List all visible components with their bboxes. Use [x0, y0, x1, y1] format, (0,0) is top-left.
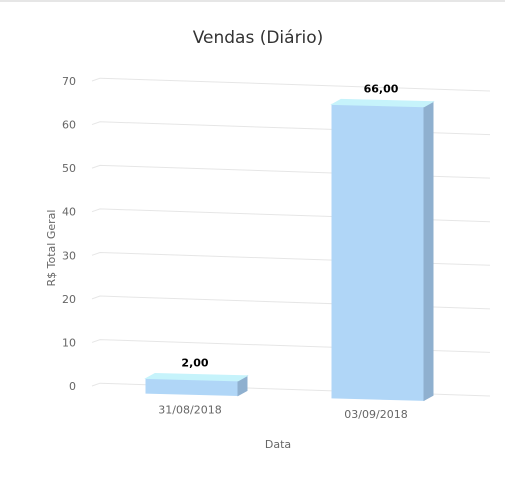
data-label: 66,00 — [364, 82, 399, 95]
y-tick-label: 10 — [62, 336, 76, 349]
y-tick-label: 20 — [62, 293, 76, 306]
x-tick-label: 03/09/2018 — [344, 408, 407, 421]
bar-front-face — [331, 103, 425, 401]
y-tick-label: 40 — [62, 206, 76, 219]
data-labels: 2,00 66,00 — [181, 82, 398, 369]
data-label: 2,00 — [181, 356, 208, 369]
y-tick-label: 30 — [62, 249, 76, 262]
bar-top-face — [330, 98, 435, 108]
y-tick-label: 60 — [62, 119, 76, 132]
bars — [144, 98, 435, 402]
y-axis-ticks: 0 10 20 30 40 50 60 70 — [62, 75, 76, 393]
y-axis-title: R$ Total Geral — [45, 210, 58, 287]
bar-side-face — [423, 100, 434, 402]
bar-front-face — [145, 377, 239, 397]
chart-title: Vendas (Diário) — [193, 28, 324, 48]
x-tick-label: 31/08/2018 — [158, 403, 221, 416]
bar[interactable] — [144, 372, 249, 397]
y-tick-label: 0 — [69, 380, 76, 393]
bar-top-face — [144, 372, 249, 382]
bar[interactable] — [330, 98, 435, 402]
y-tick-label: 70 — [62, 75, 76, 88]
x-axis-ticks: 31/08/2018 03/09/2018 — [158, 403, 407, 421]
y-tick-label: 50 — [62, 162, 76, 175]
gridline — [91, 77, 491, 92]
x-axis-title: Data — [265, 438, 291, 451]
top-border — [0, 0, 505, 2]
